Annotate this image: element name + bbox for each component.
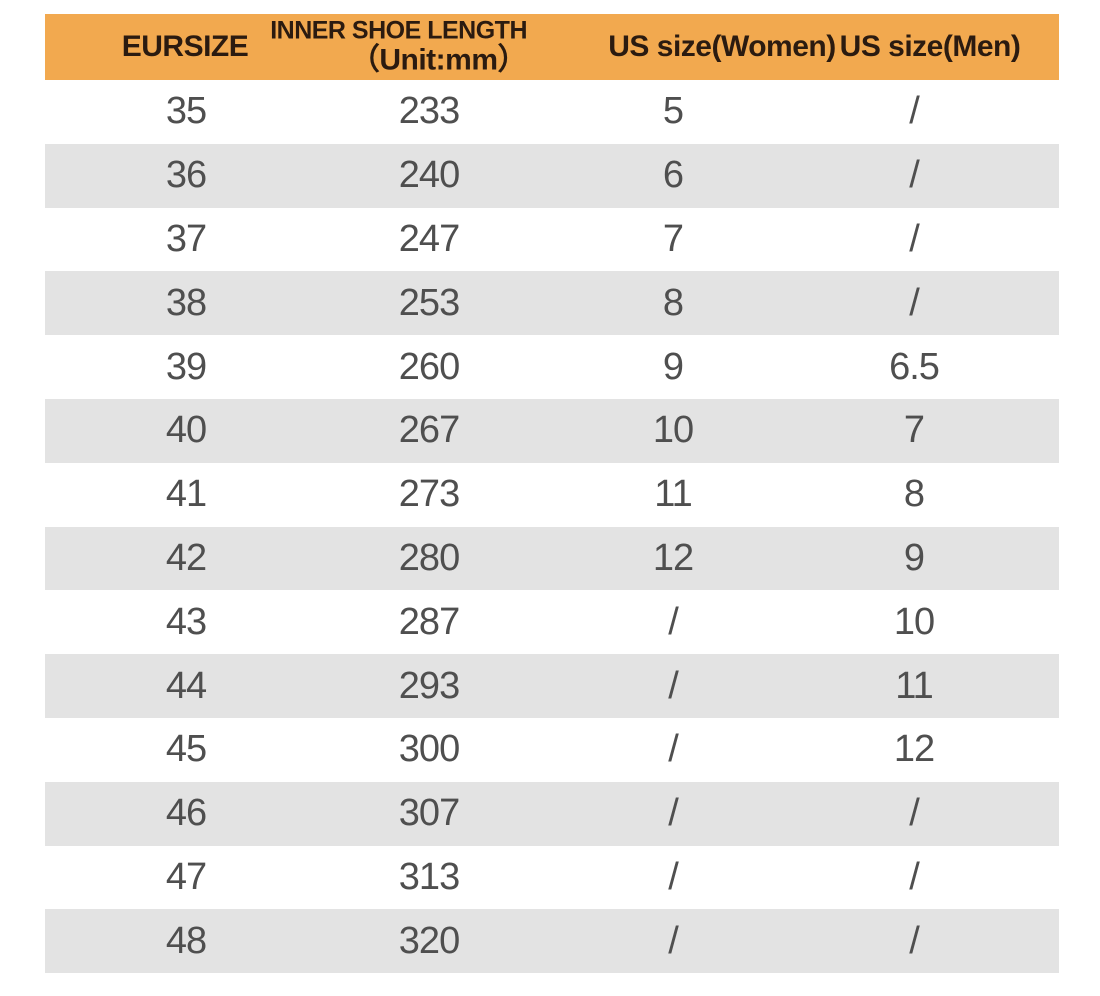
cell-us-men: / [909, 792, 920, 835]
table-row: 44 293 / 11 [45, 654, 1059, 718]
cell-us-men: 7 [903, 409, 925, 452]
cell-eursize: 35 [165, 90, 207, 133]
header-inner-shoe-length: INNER SHOE LENGTH （Unit:mm） [270, 17, 527, 76]
table-row: 36 240 6 / [45, 143, 1059, 208]
cell-inner-length: 260 [398, 345, 460, 388]
table-row: 43 287 / 10 [45, 590, 1059, 655]
cell-us-men: 10 [893, 600, 935, 643]
cell-inner-length: 253 [398, 281, 460, 324]
cell-us-women: / [668, 664, 679, 707]
cell-eursize: 47 [165, 855, 207, 898]
cell-us-women: / [668, 919, 679, 962]
table-row: 40 267 10 7 [45, 398, 1059, 463]
table-body: 35 233 5 / 36 240 6 / 37 247 7 / 38 253 … [45, 80, 1059, 974]
cell-us-men: 11 [895, 664, 933, 707]
cell-us-men: / [909, 855, 920, 898]
cell-us-women: 7 [662, 217, 684, 260]
cell-us-men: / [909, 154, 920, 197]
header-inner-shoe-length-unit: （Unit:mm） [349, 43, 528, 77]
cell-us-women: / [668, 855, 679, 898]
table-row: 37 247 7 / [45, 207, 1059, 272]
cell-inner-length: 293 [398, 664, 460, 707]
cell-eursize: 44 [165, 664, 207, 707]
cell-us-men: / [909, 90, 920, 133]
cell-us-women: 6 [662, 154, 684, 197]
cell-us-women: 9 [662, 345, 684, 388]
cell-us-women: 11 [654, 473, 692, 516]
cell-us-women: 8 [662, 281, 684, 324]
cell-us-women: 10 [652, 409, 694, 452]
table-row: 48 320 / / [45, 909, 1059, 974]
cell-inner-length: 287 [398, 600, 460, 643]
table-row: 35 233 5 / [45, 80, 1059, 144]
cell-us-men: 9 [903, 536, 925, 579]
table-row: 41 273 11 8 [45, 462, 1059, 527]
cell-eursize: 38 [165, 281, 207, 324]
cell-eursize: 37 [165, 217, 207, 260]
cell-inner-length: 313 [398, 855, 460, 898]
cell-us-men: 6.5 [889, 345, 940, 388]
table-row: 42 280 12 9 [45, 526, 1059, 591]
table-row: 47 313 / / [45, 845, 1059, 910]
header-eursize: EURSIZE [121, 30, 249, 63]
table-row: 38 253 8 / [45, 271, 1059, 336]
header-us-size-men: US size(Men) [839, 30, 1021, 63]
cell-us-men: 8 [903, 473, 925, 516]
cell-inner-length: 273 [398, 473, 460, 516]
header-us-size-women: US size(Women) [608, 30, 836, 63]
cell-eursize: 36 [165, 154, 207, 197]
size-table: EURSIZE INNER SHOE LENGTH （Unit:mm） US s… [45, 14, 1059, 974]
cell-inner-length: 240 [398, 154, 460, 197]
table-header: EURSIZE INNER SHOE LENGTH （Unit:mm） US s… [45, 14, 1059, 80]
cell-eursize: 42 [165, 536, 207, 579]
cell-inner-length: 233 [398, 90, 460, 133]
cell-us-men: 12 [893, 728, 935, 771]
cell-us-women: / [668, 600, 679, 643]
cell-eursize: 45 [165, 728, 207, 771]
table-row: 46 307 / / [45, 781, 1059, 846]
cell-eursize: 46 [165, 792, 207, 835]
cell-eursize: 41 [165, 473, 207, 516]
cell-eursize: 43 [165, 600, 207, 643]
cell-eursize: 40 [165, 409, 207, 452]
cell-inner-length: 267 [398, 409, 460, 452]
table-row: 45 300 / 12 [45, 717, 1059, 782]
cell-inner-length: 320 [398, 919, 460, 962]
cell-us-women: / [668, 728, 679, 771]
cell-eursize: 39 [165, 345, 207, 388]
table-row: 39 260 9 6.5 [45, 335, 1059, 399]
cell-inner-length: 307 [398, 792, 460, 835]
cell-eursize: 48 [165, 919, 207, 962]
cell-us-men: / [909, 217, 920, 260]
header-inner-shoe-length-label: INNER SHOE LENGTH [270, 16, 527, 45]
cell-us-women: 12 [652, 536, 694, 579]
cell-inner-length: 300 [398, 728, 460, 771]
cell-us-men: / [909, 281, 920, 324]
cell-us-women: 5 [662, 90, 684, 133]
cell-us-women: / [668, 792, 679, 835]
cell-inner-length: 280 [398, 536, 460, 579]
cell-us-men: / [909, 919, 920, 962]
cell-inner-length: 247 [398, 217, 460, 260]
